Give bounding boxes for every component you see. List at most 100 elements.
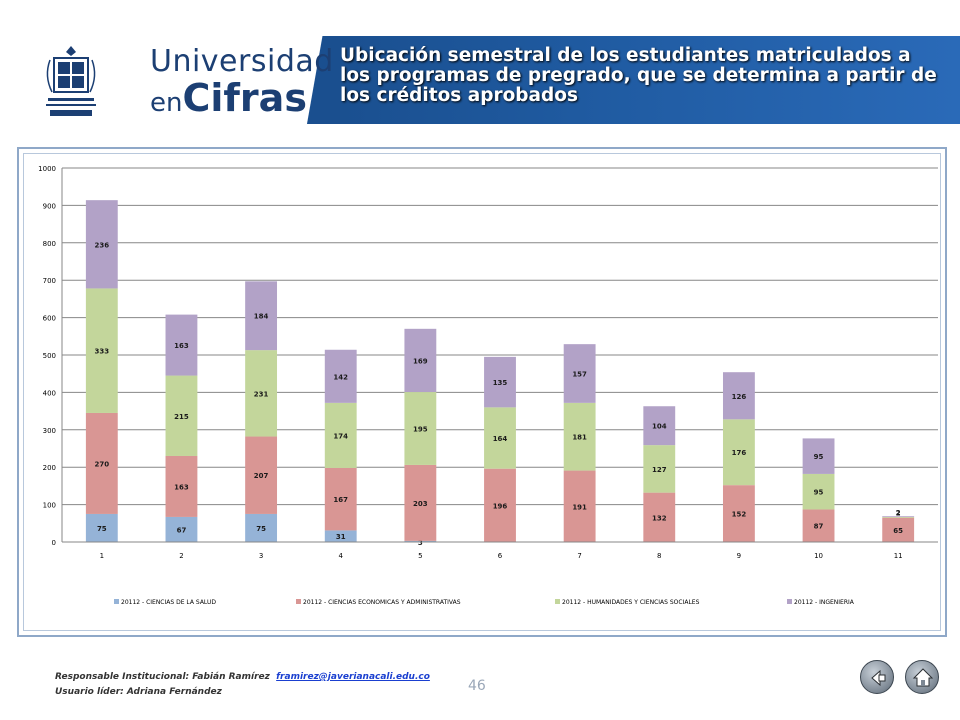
data-label: 126 xyxy=(732,393,747,401)
arrow-left-icon xyxy=(871,669,886,687)
x-tick-label: 11 xyxy=(894,552,903,560)
data-label: 191 xyxy=(572,503,587,511)
bar-segment xyxy=(245,513,278,542)
footer-credits: Responsable Institucional: Fabián Ramíre… xyxy=(55,670,430,700)
bar-segment xyxy=(802,509,835,542)
y-tick-label: 900 xyxy=(43,202,56,210)
stacked-bar-chart: 0100200300400500600700800900100075270333… xyxy=(38,165,938,606)
data-label: 87 xyxy=(814,523,824,531)
y-tick-label: 0 xyxy=(52,539,56,547)
bar-segment xyxy=(563,470,596,542)
data-label: 95 xyxy=(814,453,824,461)
data-label: 2 xyxy=(896,509,901,517)
data-label: 215 xyxy=(174,413,189,421)
legend-swatch xyxy=(114,599,119,604)
y-tick-label: 200 xyxy=(43,464,56,472)
bar-segment xyxy=(722,372,755,420)
bar-segment xyxy=(643,445,676,493)
data-label: 75 xyxy=(97,525,107,533)
leader-label: Usuario líder: Adriana Fernández xyxy=(55,687,222,697)
header-banner: Universidad enCifras Ubicación semestral… xyxy=(0,36,960,124)
x-tick-label: 8 xyxy=(657,552,661,560)
bar-segment xyxy=(85,288,118,413)
data-label: 176 xyxy=(732,449,747,457)
data-label: 157 xyxy=(572,371,587,379)
bar-segment xyxy=(245,350,278,437)
data-label: 163 xyxy=(174,483,189,491)
data-label: 135 xyxy=(493,379,508,387)
x-tick-label: 4 xyxy=(338,552,343,560)
bar-segment xyxy=(85,412,118,514)
bar-segment xyxy=(484,468,516,542)
legend-entry: 20112 - HUMANIDADES Y CIENCIAS SOCIALES xyxy=(562,599,700,606)
data-label: 174 xyxy=(333,432,348,440)
x-tick-label: 3 xyxy=(259,552,263,560)
bar-segment xyxy=(484,356,516,408)
brand-en-cifras: enCifras xyxy=(150,76,307,120)
data-label: 95 xyxy=(814,489,824,497)
bar-segment xyxy=(722,485,755,542)
legend-swatch xyxy=(296,599,301,604)
bar-segment xyxy=(85,200,118,289)
bar-segment xyxy=(563,402,596,471)
legend-entry: 20112 - CIENCIAS DE LA SALUD xyxy=(121,599,216,606)
bar-segment xyxy=(324,467,357,531)
data-label: 31 xyxy=(336,533,346,541)
data-label: 3 xyxy=(418,539,423,547)
data-label: 132 xyxy=(652,514,667,522)
x-tick-label: 6 xyxy=(498,552,503,560)
bar-segment xyxy=(245,281,278,351)
data-label: 67 xyxy=(177,526,187,534)
university-seal-icon xyxy=(46,46,96,116)
brand-en: en xyxy=(150,88,183,118)
email-link[interactable]: framirez@javerianacali.edu.co xyxy=(276,672,430,682)
back-button[interactable] xyxy=(860,660,894,694)
chart-frame: 0 100 200 300 400 500 600 700 800 900 1000 75 270 333… xyxy=(17,147,947,637)
x-tick-label: 7 xyxy=(577,552,581,560)
bar-segment xyxy=(404,392,437,465)
data-label: 152 xyxy=(732,511,747,519)
data-label: 207 xyxy=(254,472,269,480)
bar-segment xyxy=(802,473,835,510)
page-number: 46 xyxy=(468,678,486,694)
y-tick-label: 700 xyxy=(43,277,56,285)
bar-segment xyxy=(404,328,437,393)
data-label: 2 xyxy=(896,510,901,518)
y-tick-label: 400 xyxy=(43,389,56,397)
data-label: 163 xyxy=(174,342,189,350)
home-button[interactable] xyxy=(905,660,939,694)
bar-segment xyxy=(722,419,755,486)
brand-cifras: Cifras xyxy=(182,76,307,120)
legend-entry: 20112 - INGENIERIA xyxy=(794,599,855,606)
data-label: 231 xyxy=(254,390,269,398)
bar-segment xyxy=(165,516,198,542)
y-tick-label: 600 xyxy=(43,315,56,323)
bar-segment xyxy=(245,436,278,514)
bar-segment xyxy=(324,402,357,468)
bar-segment xyxy=(802,438,835,474)
bar-segment xyxy=(404,540,437,542)
bar-segment xyxy=(882,516,915,518)
x-tick-label: 5 xyxy=(418,552,422,560)
bar-segment xyxy=(643,406,676,446)
bar-segment xyxy=(165,375,198,456)
legend-swatch xyxy=(787,599,792,604)
bar-segment xyxy=(324,349,357,403)
y-tick-label: 100 xyxy=(43,502,56,510)
bar-segment xyxy=(643,492,676,542)
x-tick-label: 1 xyxy=(100,552,104,560)
x-tick-label: 2 xyxy=(179,552,183,560)
data-label: 236 xyxy=(95,241,110,249)
y-tick-label: 1000 xyxy=(38,165,56,173)
responsible-label: Responsable Institucional: Fabián Ramíre… xyxy=(55,672,270,682)
x-tick-label: 10 xyxy=(814,552,823,560)
data-label: 270 xyxy=(95,460,110,468)
data-label: 65 xyxy=(893,527,903,535)
x-tick-label: 9 xyxy=(737,552,741,560)
bar-segment xyxy=(324,530,357,542)
chart-area: 0 100 200 300 400 500 600 700 800 900 1000 75 270 333… xyxy=(23,153,941,631)
bar-segment xyxy=(882,517,915,542)
data-label: 195 xyxy=(413,425,428,433)
bar-segment xyxy=(563,344,596,403)
data-label: 164 xyxy=(493,435,508,443)
